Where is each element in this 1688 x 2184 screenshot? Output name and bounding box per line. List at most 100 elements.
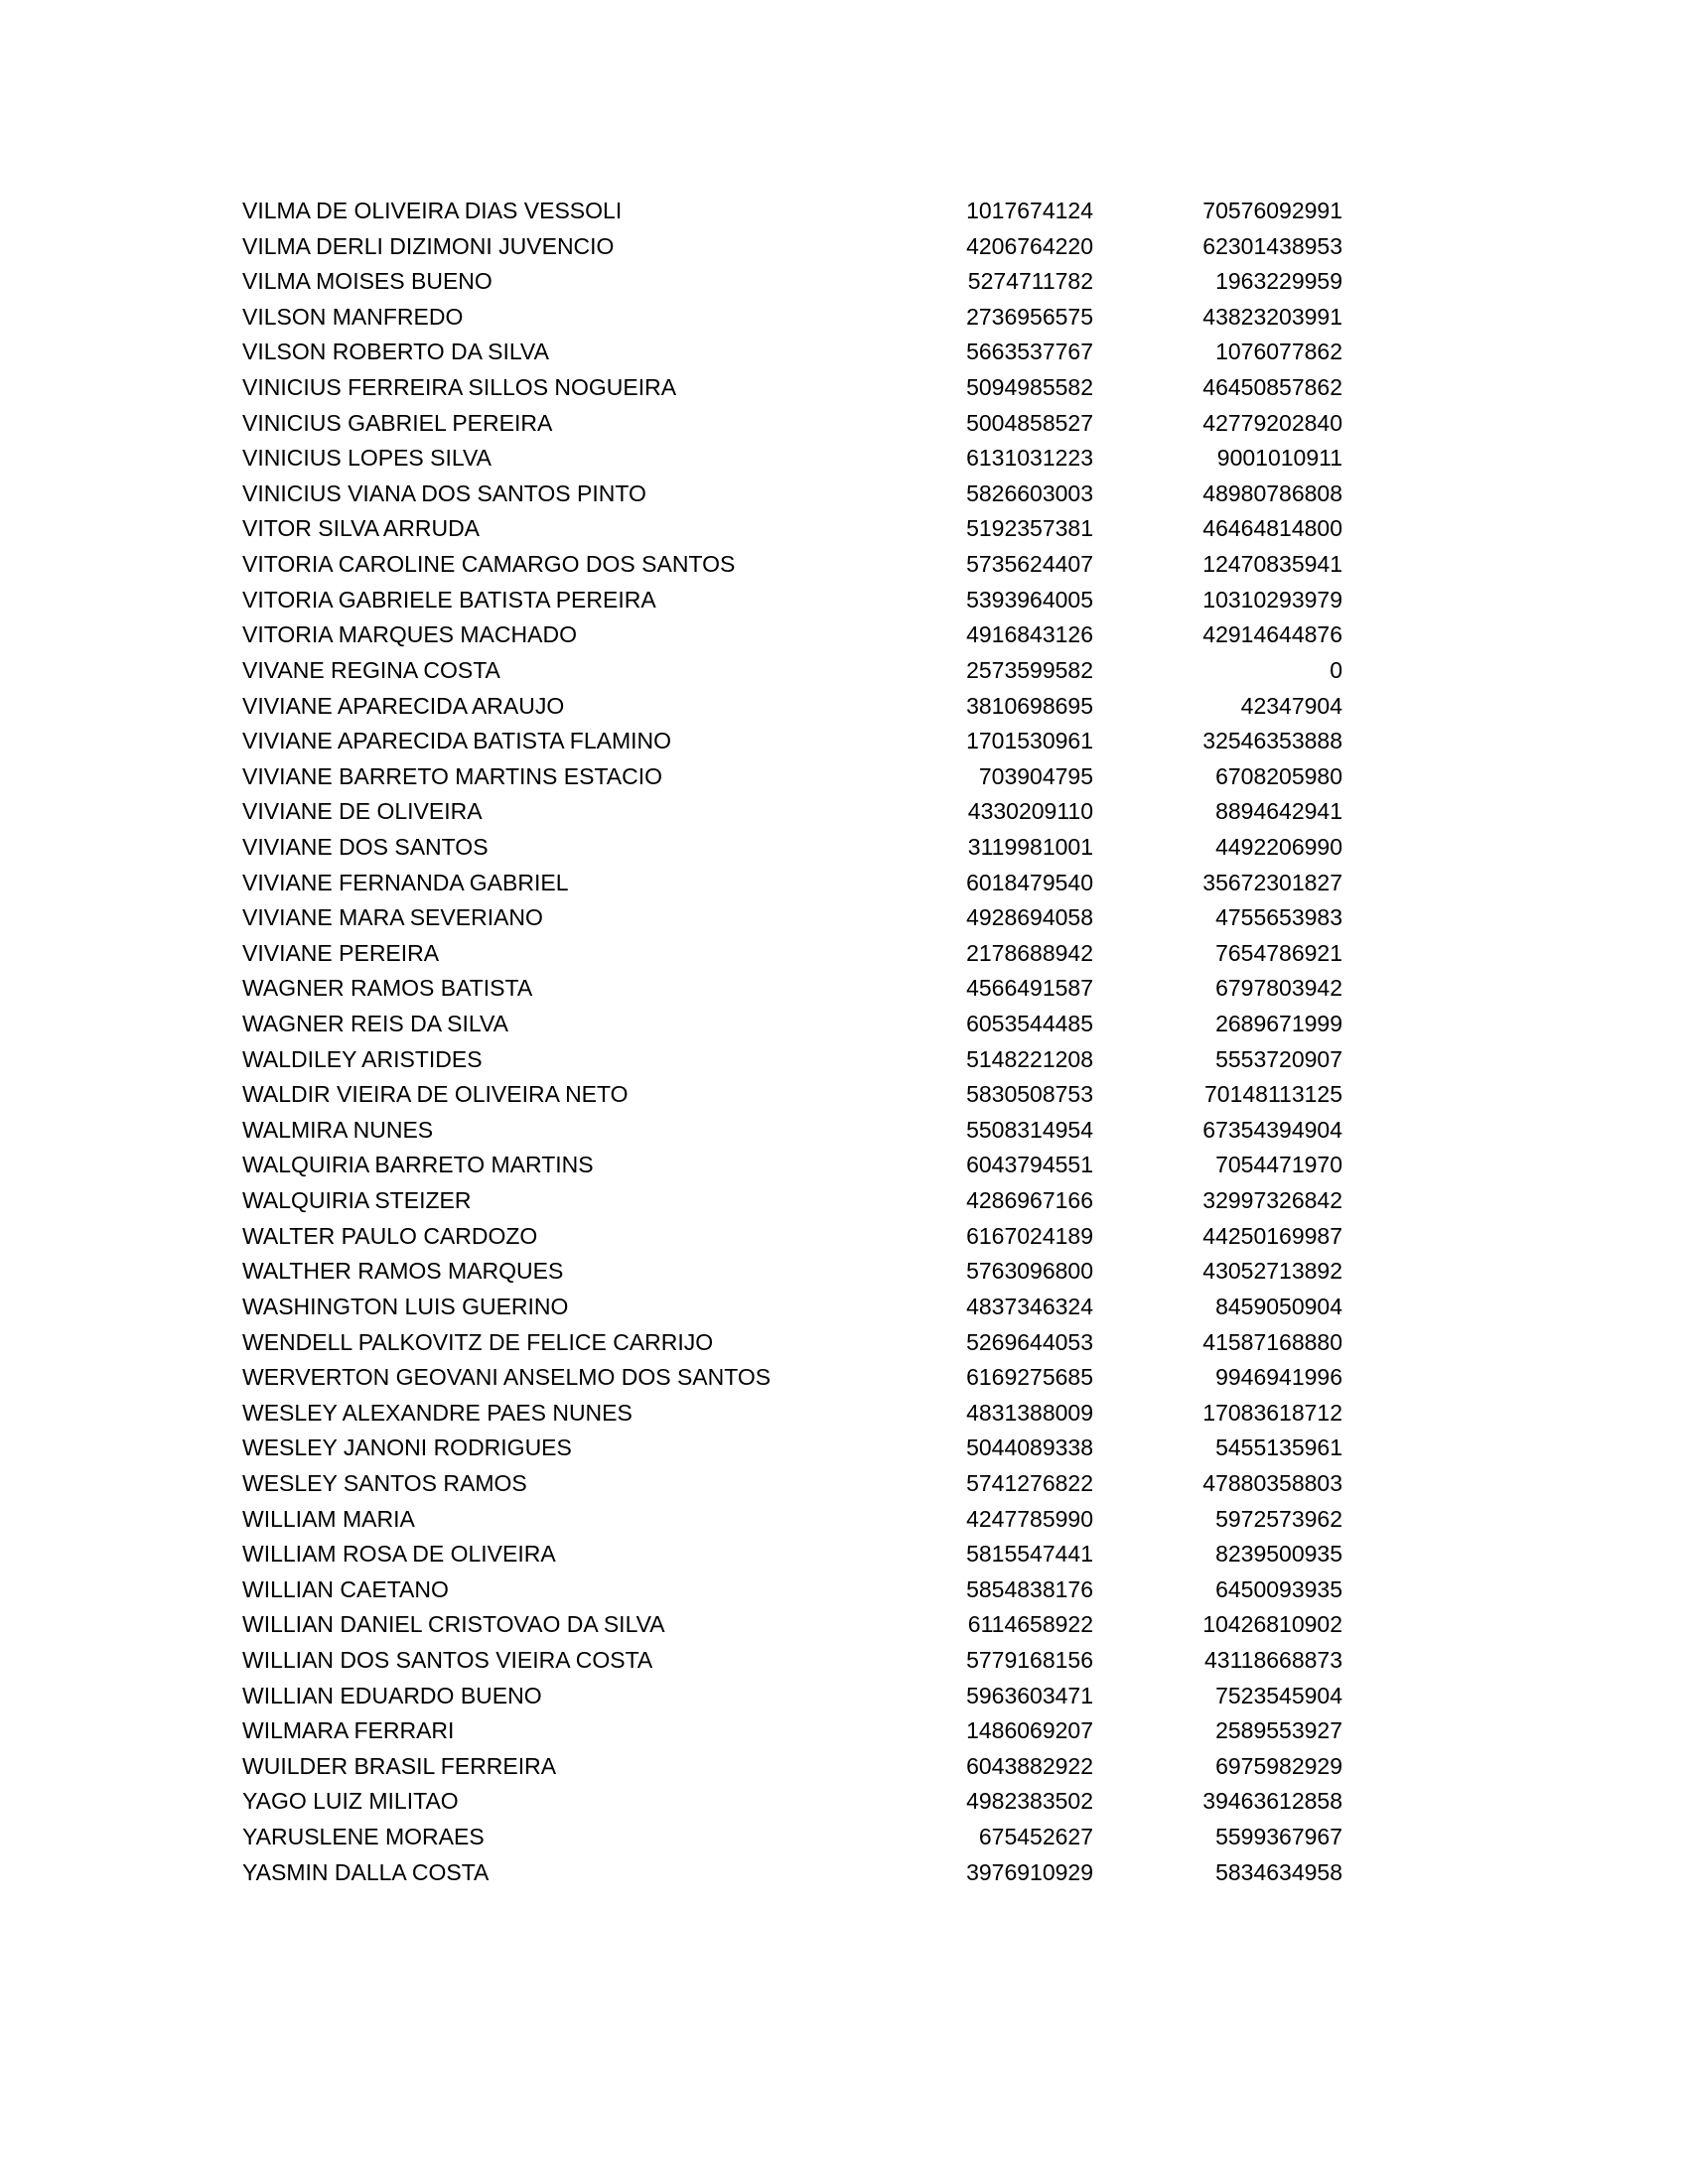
row-number-1: 2178688942 [966,939,1093,966]
row-number-1: 5826603003 [966,479,1093,506]
row-number-1: 5004858527 [966,409,1093,436]
row-name: WALDILEY ARISTIDES [242,1045,483,1072]
row-name: VIVIANE PEREIRA [242,939,440,966]
row-number-1: 703904795 [978,762,1093,789]
list-row: VIVIANE BARRETO MARTINS ESTACIO 703904795… [242,759,1344,795]
list-row: WILLIAM MARIA 4247785990 5972573962 [242,1502,1344,1538]
row-number-1: 6169275685 [966,1364,1093,1391]
row-number-1: 2573599582 [966,656,1093,683]
row-name: WALTER PAULO CARDOZO [242,1222,538,1249]
row-number-2: 41587168880 [1202,1328,1342,1355]
row-number-2: 4755653983 [1215,904,1342,931]
list-row: VIVIANE MARA SEVERIANO 4928694058 47556539… [242,900,1344,936]
list-row: WAGNER RAMOS BATISTA 4566491587 6797803942 [242,971,1344,1007]
row-number-1: 1701530961 [966,728,1093,754]
row-number-1: 2736956575 [966,303,1093,330]
row-number-1: 4330209110 [967,798,1093,825]
row-name: WALQUIRIA STEIZER [242,1187,472,1214]
row-name: VIVIANE DE OLIVEIRA [242,798,483,825]
row-number-1: 5741276822 [966,1469,1093,1496]
list-row: WENDELL PALKOVITZ DE FELICE CARRIJO 52696… [242,1325,1344,1361]
list-row: WILLIAN EDUARDO BUENO 5963603471 752354590… [242,1679,1344,1714]
row-number-1: 5269644053 [966,1328,1093,1355]
row-number-2: 9001010911 [1216,445,1342,472]
row-number-2: 6975982929 [1215,1752,1342,1779]
list-row: WASHINGTON LUIS GUERINO 4837346324 8459050… [242,1290,1344,1325]
row-number-2: 4492206990 [1215,833,1342,860]
row-number-1: 6131031223 [966,445,1093,472]
list-row: WESLEY SANTOS RAMOS 5741276822 47880358803 [242,1466,1344,1502]
row-name: WENDELL PALKOVITZ DE FELICE CARRIJO [242,1328,714,1355]
row-number-1: 4286967166 [966,1187,1093,1214]
row-number-2: 10426810902 [1202,1611,1342,1638]
row-number-2: 39463612858 [1202,1788,1342,1815]
row-number-1: 5815547441 [966,1541,1093,1568]
row-number-2: 6450093935 [1215,1575,1342,1602]
row-number-1: 6167024189 [966,1222,1093,1249]
row-number-1: 5044089338 [966,1434,1093,1461]
row-number-1: 6043882922 [966,1752,1093,1779]
row-name: VITOR SILVA ARRUDA [242,515,481,542]
list-row: WUILDER BRASIL FERREIRA 6043882922 6975982… [242,1749,1344,1785]
list-row: WILMARA FERRARI 1486069207 2589553927 [242,1713,1344,1749]
list-row: VIVIANE DE OLIVEIRA 4330209110 8894642941 [242,794,1344,830]
row-number-2: 32546353888 [1202,728,1342,754]
row-name: WAGNER RAMOS BATISTA [242,975,533,1002]
row-name: VINICIUS VIANA DOS SANTOS PINTO [242,479,646,506]
row-name: WALTHER RAMOS MARQUES [242,1258,564,1285]
row-number-2: 5553720907 [1215,1045,1342,1072]
row-number-1: 5663537767 [966,339,1093,365]
row-number-1: 5508314954 [966,1116,1093,1143]
row-number-1: 5192357381 [966,515,1093,542]
row-name: WILLIAN DOS SANTOS VIEIRA COSTA [242,1646,653,1673]
row-number-2: 6797803942 [1215,975,1342,1002]
row-number-1: 6053544485 [966,1011,1093,1037]
row-number-2: 9946941996 [1215,1364,1342,1391]
row-number-2: 48980786808 [1202,479,1342,506]
row-name: VITORIA GABRIELE BATISTA PEREIRA [242,586,656,613]
list-row: WILLIAN DOS SANTOS VIEIRA COSTA 577916815… [242,1643,1344,1679]
row-number-2: 5834634958 [1215,1858,1342,1885]
list-row: VIVIANE DOS SANTOS 3119981001 4492206990 [242,830,1344,866]
list-row: VITORIA MARQUES MACHADO 4916843126 4291464… [242,617,1344,653]
row-number-2: 0 [1330,656,1342,683]
row-number-2: 17083618712 [1202,1399,1342,1426]
row-name: VITORIA MARQUES MACHADO [242,621,577,648]
row-number-2: 70148113125 [1204,1081,1342,1108]
row-number-1: 1486069207 [966,1717,1093,1744]
row-name: WUILDER BRASIL FERREIRA [242,1752,557,1779]
row-number-2: 43118668873 [1204,1646,1342,1673]
list-row: VINICIUS FERREIRA SILLOS NOGUEIRA 5094985… [242,370,1344,406]
row-number-2: 42347904 [1240,692,1342,719]
list-row: WILLIAN CAETANO 5854838176 6450093935 [242,1572,1344,1608]
row-name: WAGNER REIS DA SILVA [242,1011,508,1037]
row-number-1: 5148221208 [966,1045,1093,1072]
row-number-2: 7654786921 [1215,939,1342,966]
row-number-2: 67354394904 [1202,1116,1342,1143]
list-row: VILSON MANFREDO 2736956575 43823203991 [242,300,1344,336]
row-number-2: 8239500935 [1215,1541,1342,1568]
list-row: WAGNER REIS DA SILVA 6053544485 2689671999 [242,1007,1344,1042]
row-name: VINICIUS GABRIEL PEREIRA [242,409,553,436]
row-name: YASMIN DALLA COSTA [242,1858,490,1885]
list-row: VILMA DE OLIVEIRA DIAS VESSOLI 1017674124… [242,194,1344,229]
row-number-2: 62301438953 [1202,232,1342,259]
row-number-2: 47880358803 [1202,1469,1342,1496]
row-name: VIVIANE APARECIDA BATISTA FLAMINO [242,728,672,754]
list-row: WALDILEY ARISTIDES 5148221208 5553720907 [242,1042,1344,1078]
row-number-2: 5972573962 [1215,1505,1342,1532]
list-row: VINICIUS LOPES SILVA 6131031223 9001010911 [242,441,1344,477]
row-name: VILSON ROBERTO DA SILVA [242,339,549,365]
row-name: WILLIAN DANIEL CRISTOVAO DA SILVA [242,1611,665,1638]
list-row: YARUSLENE MORAES 675452627 5599367967 [242,1820,1344,1855]
list-row: VITOR SILVA ARRUDA 5192357381 46464814800 [242,511,1344,547]
row-number-1: 6114658922 [967,1611,1093,1638]
row-number-1: 4928694058 [966,904,1093,931]
list-row: WALTER PAULO CARDOZO 6167024189 4425016998… [242,1219,1344,1255]
list-row: WERVERTON GEOVANI ANSELMO DOS SANTOS 6169… [242,1360,1344,1396]
row-number-1: 5735624407 [966,551,1093,578]
list-row: VINICIUS VIANA DOS SANTOS PINTO 582660300… [242,477,1344,512]
row-number-2: 46464814800 [1202,515,1342,542]
row-name: WILLIAM MARIA [242,1505,415,1532]
row-number-1: 4982383502 [966,1788,1093,1815]
